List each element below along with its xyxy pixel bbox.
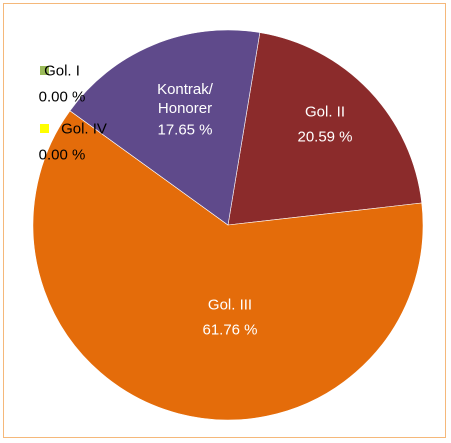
frame xyxy=(3,3,446,438)
pie-slice xyxy=(32,110,424,421)
slice-value-label: 20.59 % xyxy=(297,128,353,146)
slice-value-label: 17.65 % xyxy=(157,121,213,139)
slice-value-label: 0.00 % xyxy=(38,146,86,164)
slice-category-label: Gol. IV xyxy=(61,120,107,138)
slice-category-label: Gol. III xyxy=(207,296,253,314)
legend-swatch xyxy=(40,124,49,133)
slice-category-label: Gol. II xyxy=(304,103,346,121)
slice-category-label: Kontrak/ Honorer xyxy=(157,81,213,117)
pie-slice xyxy=(227,32,423,226)
legend-swatch xyxy=(40,66,49,75)
slice-value-label: 61.76 % xyxy=(202,321,258,339)
slice-value-label: 0.00 % xyxy=(38,88,86,106)
slice-category-label: Gol. I xyxy=(44,62,80,80)
pie-slice xyxy=(69,29,261,226)
